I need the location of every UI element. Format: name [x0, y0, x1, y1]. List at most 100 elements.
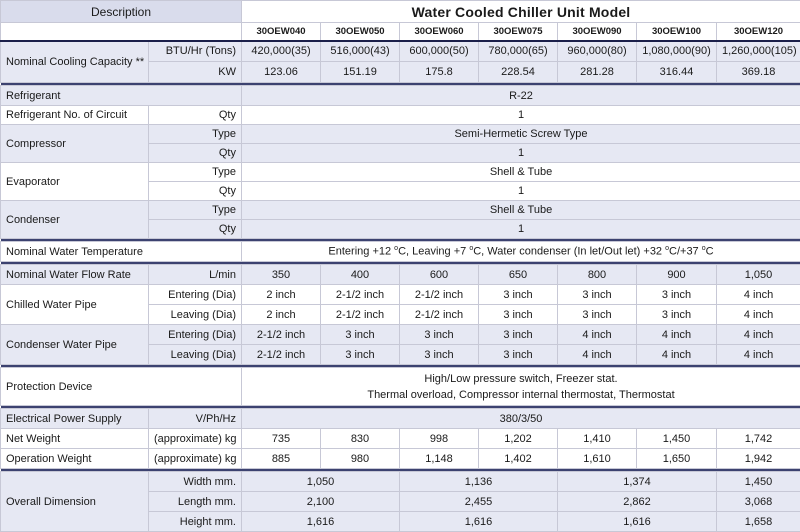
temp-text: C, Water condenser (In let/Out let) +32 [473, 246, 665, 258]
protection-row: Protection Device High/Low pressure swit… [1, 368, 800, 406]
table-cell: 2 inch [242, 285, 321, 305]
table-cell: 1,450 [637, 429, 717, 449]
temp-text: C/+37 [669, 246, 702, 258]
table-cell: 1,080,000(90) [637, 41, 717, 62]
table-cell: 800 [558, 265, 637, 285]
power-label: Electrical Power Supply [1, 409, 149, 429]
table-cell: 2-1/2 inch [242, 325, 321, 345]
compressor-label: Compressor [1, 125, 149, 163]
table-cell: 1,148 [400, 449, 479, 469]
table-cell: 1,374 [558, 472, 717, 492]
net-weight-unit: (approximate) kg [149, 429, 242, 449]
table-cell: 420,000(35) [242, 41, 321, 62]
table-cell: 900 [637, 265, 717, 285]
table-cell: 1,616 [400, 512, 558, 532]
model-blank-cell [1, 23, 242, 41]
btu-unit: BTU/Hr (Tons) [149, 41, 242, 62]
table-cell: 3 inch [637, 285, 717, 305]
table-cell: 3 inch [637, 305, 717, 325]
flow-label: Nominal Water Flow Rate [1, 265, 149, 285]
dimension-label: Overall Dimension [1, 472, 149, 532]
table-cell: 4 inch [558, 345, 637, 365]
operation-weight-unit: (approximate) kg [149, 449, 242, 469]
table-cell: 2,455 [400, 492, 558, 512]
net-weight-row: Net Weight (approximate) kg 735 830 998 … [1, 429, 800, 449]
kw-unit: KW [149, 62, 242, 83]
protection-line: High/Low pressure switch, Freezer stat. [247, 371, 795, 387]
table-cell: 2,100 [242, 492, 400, 512]
table-cell: 3 inch [479, 305, 558, 325]
table-cell: 2-1/2 inch [242, 345, 321, 365]
condenser-type-value: Shell & Tube [242, 201, 800, 220]
dimension-width-row: Overall Dimension Width mm. 1,050 1,136 … [1, 472, 800, 492]
description-header: Description [1, 1, 242, 23]
model-row: 30OEW040 30OEW050 30OEW060 30OEW075 30OE… [1, 23, 800, 41]
table-cell: 885 [242, 449, 321, 469]
table-cell: 400 [321, 265, 400, 285]
evaporator-label: Evaporator [1, 163, 149, 201]
table-cell: 780,000(65) [479, 41, 558, 62]
table-cell: 1,136 [400, 472, 558, 492]
table-cell: 998 [400, 429, 479, 449]
water-temp-row: Nominal Water Temperature Entering +12 o… [1, 242, 800, 262]
table-cell: 2-1/2 inch [321, 285, 400, 305]
cooling-capacity-label: Nominal Cooling Capacity ** [1, 41, 149, 83]
operation-weight-label: Operation Weight [1, 449, 149, 469]
condenser-type-row: Condenser Type Shell & Tube [1, 201, 800, 220]
condenser-qty-value: 1 [242, 220, 800, 239]
protection-line: Thermal overload, Compressor internal th… [247, 387, 795, 403]
refrigerant-row: Refrigerant R-22 [1, 86, 800, 106]
evaporator-qty-value: 1 [242, 182, 800, 201]
table-cell: 3,068 [717, 492, 800, 512]
table-cell: 4 inch [637, 345, 717, 365]
chilled-entering-unit: Entering (Dia) [149, 285, 242, 305]
table-cell: 3 inch [400, 345, 479, 365]
compressor-qty-value: 1 [242, 144, 800, 163]
cooling-btu-row: Nominal Cooling Capacity ** BTU/Hr (Tons… [1, 41, 800, 62]
table-cell: 1,658 [717, 512, 800, 532]
table-cell: 4 inch [717, 325, 800, 345]
water-temp-label: Nominal Water Temperature [1, 242, 242, 262]
table-cell: 316.44 [637, 62, 717, 83]
power-row: Electrical Power Supply V/Ph/Hz 380/3/50 [1, 409, 800, 429]
table-cell: 3 inch [321, 325, 400, 345]
header-row: Description Water Cooled Chiller Unit Mo… [1, 1, 800, 23]
model-30oew040: 30OEW040 [242, 23, 321, 41]
table-cell: 175.8 [400, 62, 479, 83]
compressor-type-row: Compressor Type Semi-Hermetic Screw Type [1, 125, 800, 144]
power-value: 380/3/50 [242, 409, 800, 429]
compressor-qty-unit: Qty [149, 144, 242, 163]
table-cell: 3 inch [558, 285, 637, 305]
compressor-type-unit: Type [149, 125, 242, 144]
table-cell: 980 [321, 449, 400, 469]
table-cell: 350 [242, 265, 321, 285]
circuit-value: 1 [242, 106, 800, 125]
flow-unit: L/min [149, 265, 242, 285]
evaporator-type-row: Evaporator Type Shell & Tube [1, 163, 800, 182]
net-weight-label: Net Weight [1, 429, 149, 449]
refrigerant-label: Refrigerant [1, 86, 242, 106]
table-cell: 600,000(50) [400, 41, 479, 62]
condenser-pipe-label: Condenser Water Pipe [1, 325, 149, 365]
protection-value: High/Low pressure switch, Freezer stat. … [242, 368, 800, 406]
table-cell: 3 inch [558, 305, 637, 325]
table-cell: 1,742 [717, 429, 800, 449]
table-cell: 1,610 [558, 449, 637, 469]
table-cell: 735 [242, 429, 321, 449]
temp-text: Entering +12 [328, 246, 394, 258]
table-cell: 4 inch [637, 325, 717, 345]
table-cell: 1,410 [558, 429, 637, 449]
table-cell: 516,000(43) [321, 41, 400, 62]
table-cell: 1,942 [717, 449, 800, 469]
table-cell: 151.19 [321, 62, 400, 83]
circuit-row: Refrigerant No. of Circuit Qty 1 [1, 106, 800, 125]
table-cell: 281.28 [558, 62, 637, 83]
chilled-pipe-label: Chilled Water Pipe [1, 285, 149, 325]
table-cell: 3 inch [400, 325, 479, 345]
table-cell: 4 inch [717, 285, 800, 305]
table-cell: 830 [321, 429, 400, 449]
table-cell: 1,402 [479, 449, 558, 469]
condenser-entering-row: Condenser Water Pipe Entering (Dia) 2-1/… [1, 325, 800, 345]
circuit-label: Refrigerant No. of Circuit [1, 106, 149, 125]
